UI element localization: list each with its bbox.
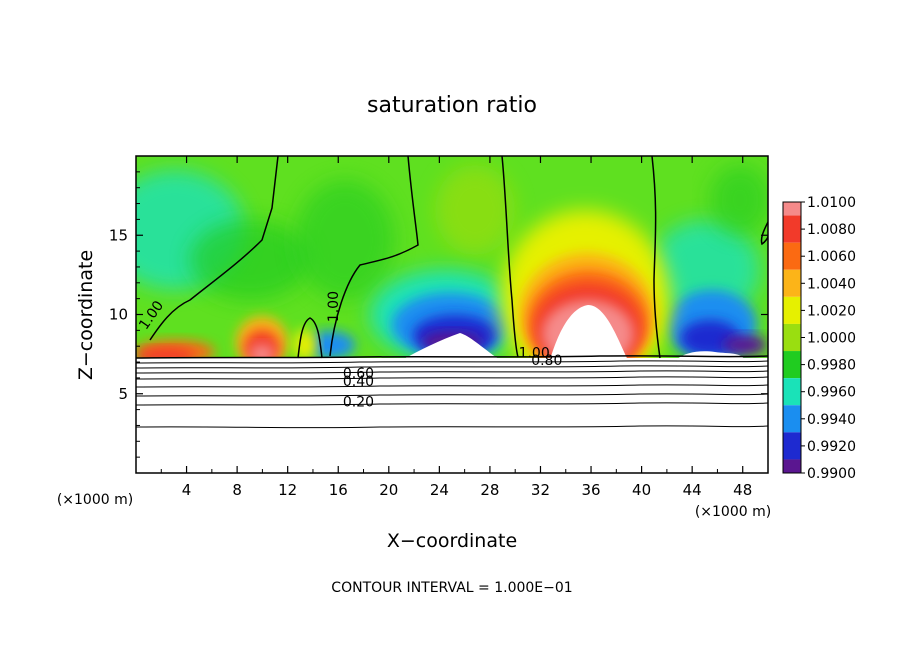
- field-blob: [723, 335, 767, 355]
- colorbar-label: 0.9940: [807, 412, 856, 428]
- lower-layer: [136, 358, 768, 473]
- contour-line: [136, 384, 768, 388]
- y-axis-label: Z−coordinate: [75, 250, 97, 380]
- colorbar-swatch: [783, 242, 801, 270]
- colorbar-swatch: [783, 296, 801, 324]
- x-unit-label-left: (×1000 m): [57, 492, 133, 508]
- colorbar-label: 1.0100: [807, 195, 856, 211]
- y-tick-label: 5: [118, 385, 128, 403]
- colorbar: 1.0100 1.0080 1.0060 1.0040 1.0020 1.0000 0.99…: [782, 195, 856, 482]
- colorbar-label: 0.9980: [807, 358, 856, 374]
- field-blob: [295, 180, 395, 300]
- plot-area: 1.00 1.001.000.800.600.400.20: [136, 156, 768, 473]
- colorbar-swatch: [783, 405, 801, 433]
- colorbar-swatch: [783, 323, 801, 352]
- contour-line: [297, 317, 323, 359]
- field-blob: [293, 329, 317, 361]
- x-tick-label: 4: [182, 481, 192, 499]
- contour-line: [149, 156, 279, 341]
- colorbar-label: 1.0060: [807, 249, 856, 265]
- contour-label: 1.00: [519, 345, 550, 361]
- x-tick-label: 20: [379, 481, 398, 499]
- contour-line: [136, 376, 768, 380]
- x-axis-label: X−coordinate: [387, 530, 517, 552]
- contour-line: [136, 360, 768, 364]
- white-patch: [676, 351, 745, 360]
- white-dome: [550, 305, 628, 360]
- field-blob: [305, 331, 355, 359]
- contour-line: [136, 355, 768, 359]
- contour-label: 0.60: [343, 366, 374, 382]
- contour-line: [329, 156, 419, 357]
- colorbar-label: 0.9960: [807, 385, 856, 401]
- white-patch: [402, 333, 500, 360]
- contour-line: [651, 156, 661, 359]
- contour-interval-note: CONTOUR INTERVAL = 1.000E−01: [331, 580, 572, 596]
- colorbar-label: 1.0000: [807, 331, 856, 347]
- chart-title: saturation ratio: [367, 93, 537, 118]
- colorbar-swatch: [783, 378, 801, 406]
- x-tick-label: 48: [733, 481, 752, 499]
- contour-line: [136, 425, 768, 429]
- field-blob: [190, 220, 310, 300]
- colorbar-label: 0.9920: [807, 439, 856, 455]
- contour-label: 0.80: [531, 353, 562, 369]
- contour-label: 0.40: [343, 374, 374, 390]
- x-tick-label: 36: [581, 481, 600, 499]
- contour-line: [136, 365, 768, 369]
- x-tick-label: 44: [683, 481, 702, 499]
- contour-label: 1.00: [326, 291, 342, 322]
- colorbar-swatch: [783, 202, 801, 216]
- colorbar-swatch: [783, 459, 801, 473]
- x-tick-label: 40: [632, 481, 651, 499]
- contour-line: [136, 370, 768, 374]
- color-field: [136, 165, 768, 473]
- contour-line: [501, 156, 519, 358]
- colorbar-label: 0.9900: [807, 466, 856, 482]
- contour-line: [136, 402, 768, 406]
- x-tick-label: 28: [480, 481, 499, 499]
- contour-lines: [136, 156, 768, 429]
- y-tick-label: 10: [109, 306, 128, 324]
- contour-line: [136, 393, 768, 397]
- colorbar-swatch: [783, 351, 801, 379]
- contour-label: 0.20: [343, 394, 374, 410]
- colorbar-swatch: [783, 269, 801, 297]
- x-unit-label-right: (×1000 m): [695, 504, 771, 520]
- x-tick-label: 12: [278, 481, 297, 499]
- colorbar-swatch: [783, 215, 801, 243]
- x-tick-label: 8: [232, 481, 242, 499]
- x-tick-label: 32: [531, 481, 550, 499]
- y-tick-label: 15: [109, 226, 128, 244]
- x-tick-label: 16: [329, 481, 348, 499]
- colorbar-label: 1.0020: [807, 303, 856, 319]
- colorbar-label: 1.0080: [807, 222, 856, 238]
- contour-labels: 1.00 1.001.000.800.600.400.20: [136, 291, 562, 410]
- field-blob: [435, 165, 515, 255]
- colorbar-label: 1.0040: [807, 276, 856, 292]
- colorbar-swatch: [783, 432, 801, 460]
- field-blob: [710, 165, 768, 235]
- x-tick-label: 24: [430, 481, 449, 499]
